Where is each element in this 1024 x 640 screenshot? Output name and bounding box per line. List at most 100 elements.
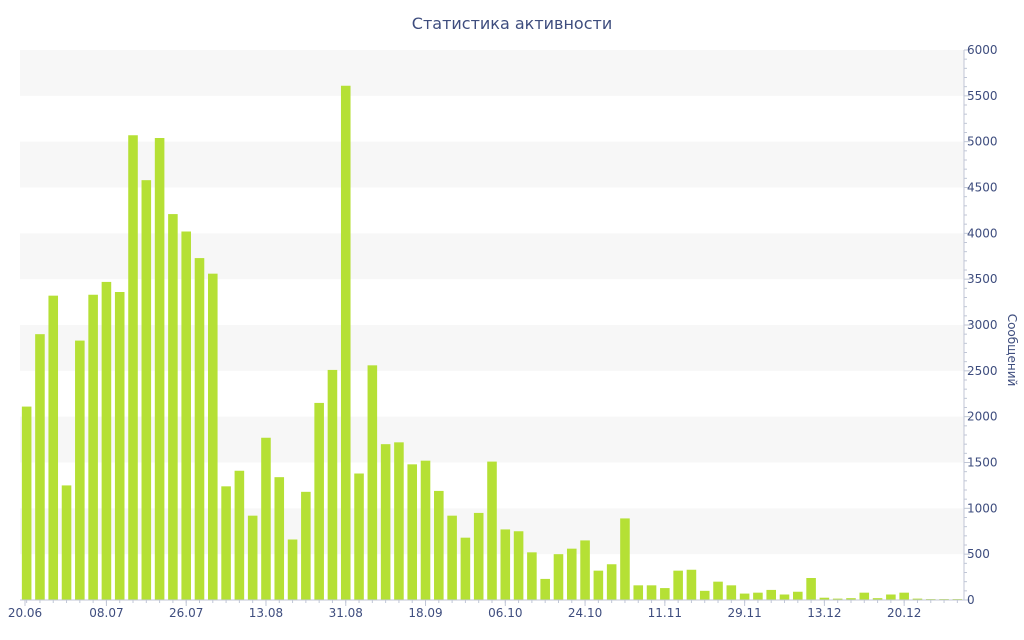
bar[interactable] xyxy=(620,518,630,600)
bar[interactable] xyxy=(473,512,484,600)
bar[interactable] xyxy=(460,537,471,600)
bar[interactable] xyxy=(48,295,59,600)
bar[interactable] xyxy=(593,570,604,600)
bar[interactable] xyxy=(354,473,364,601)
bar[interactable] xyxy=(673,570,683,600)
y-tick-label: 2000 xyxy=(967,410,998,424)
x-tick-label: 24.10 xyxy=(568,606,602,620)
y-tick-label: 500 xyxy=(967,547,990,561)
x-tick-label: 13.12 xyxy=(807,606,841,620)
bar[interactable] xyxy=(75,340,85,600)
bar[interactable] xyxy=(806,578,816,600)
x-tick-label: 13.08 xyxy=(249,606,283,620)
bar[interactable] xyxy=(753,592,763,600)
bar[interactable] xyxy=(846,598,856,600)
bar[interactable] xyxy=(633,585,644,600)
bar[interactable] xyxy=(420,460,431,600)
x-tick-label: 18.09 xyxy=(408,606,442,620)
bar[interactable] xyxy=(301,491,311,600)
x-tick-label: 20.12 xyxy=(887,606,921,620)
bar[interactable] xyxy=(766,589,776,600)
y-tick-label: 6000 xyxy=(967,43,998,57)
bar[interactable] xyxy=(101,281,112,600)
y-tick-label: 1000 xyxy=(967,501,998,515)
bar[interactable] xyxy=(832,598,843,600)
bar[interactable] xyxy=(88,294,98,600)
bar[interactable] xyxy=(221,486,231,600)
bar[interactable] xyxy=(234,470,245,600)
x-tick-label: 06.10 xyxy=(488,606,522,620)
bar[interactable] xyxy=(141,180,152,600)
grid-band xyxy=(20,50,964,96)
bar[interactable] xyxy=(487,461,497,600)
bar[interactable] xyxy=(686,569,697,600)
bar[interactable] xyxy=(114,292,125,600)
x-tick-label: 11.11 xyxy=(648,606,682,620)
bar[interactable] xyxy=(407,464,418,600)
bar[interactable] xyxy=(181,231,191,601)
bar[interactable] xyxy=(779,594,790,601)
bar[interactable] xyxy=(274,477,285,600)
bar[interactable] xyxy=(128,135,138,600)
bar[interactable] xyxy=(859,592,870,600)
x-axis: 20.06 08.07 26.07 13.08 31.08 18.09 06.10 24.10… xyxy=(8,599,964,620)
y-tick-label: 2500 xyxy=(967,364,998,378)
bar[interactable] xyxy=(713,581,723,600)
bar[interactable] xyxy=(699,590,710,600)
bar[interactable] xyxy=(527,552,537,600)
bar[interactable] xyxy=(606,564,617,600)
bar[interactable] xyxy=(793,591,803,600)
bar[interactable] xyxy=(819,597,830,600)
y-tick-label: 1500 xyxy=(967,456,998,470)
bar[interactable] xyxy=(261,437,271,600)
bar[interactable] xyxy=(380,444,391,600)
x-tick-label: 29.11 xyxy=(727,606,761,620)
bar-series xyxy=(21,85,963,601)
bar[interactable] xyxy=(208,273,218,600)
x-tick-label: 08.07 xyxy=(89,606,123,620)
bar[interactable] xyxy=(168,214,178,601)
bar[interactable] xyxy=(327,369,338,600)
bar[interactable] xyxy=(580,540,590,600)
bar[interactable] xyxy=(154,138,165,600)
x-tick-label: 26.07 xyxy=(169,606,203,620)
bar[interactable] xyxy=(367,365,378,600)
x-tick-label: 31.08 xyxy=(329,606,363,620)
bar[interactable] xyxy=(21,406,32,600)
y-tick-label: 5500 xyxy=(967,89,998,103)
bar[interactable] xyxy=(513,531,524,600)
bar[interactable] xyxy=(540,578,550,600)
bar[interactable] xyxy=(194,258,205,600)
y-tick-label: 5000 xyxy=(967,135,998,149)
bar[interactable] xyxy=(739,593,750,600)
bar[interactable] xyxy=(500,529,511,600)
bar[interactable] xyxy=(886,594,896,601)
bar[interactable] xyxy=(872,598,883,600)
y-axis-title: Сообщений xyxy=(1005,314,1019,387)
bar[interactable] xyxy=(314,402,324,600)
grid-band xyxy=(20,141,964,188)
bar[interactable] xyxy=(447,515,457,600)
y-tick-label: 3000 xyxy=(967,318,998,332)
y-tick-label: 4500 xyxy=(967,181,998,195)
bar[interactable] xyxy=(434,490,444,600)
y-tick-label: 4000 xyxy=(967,226,998,240)
bar[interactable] xyxy=(553,554,564,600)
bar[interactable] xyxy=(566,548,577,600)
bar[interactable] xyxy=(61,485,72,600)
y-tick-label: 0 xyxy=(967,593,975,607)
bar[interactable] xyxy=(912,598,923,600)
bar[interactable] xyxy=(899,592,909,600)
bar[interactable] xyxy=(726,585,737,600)
bar[interactable] xyxy=(287,539,298,601)
y-tick-label: 3500 xyxy=(967,272,998,286)
bar[interactable] xyxy=(340,85,351,600)
bar[interactable] xyxy=(660,588,670,600)
x-tick-label: 20.06 xyxy=(8,606,42,620)
chart-title: Статистика активности xyxy=(411,14,613,33)
bar[interactable] xyxy=(247,515,258,600)
bar[interactable] xyxy=(394,442,404,600)
bar[interactable] xyxy=(646,585,657,600)
bar[interactable] xyxy=(35,334,45,600)
